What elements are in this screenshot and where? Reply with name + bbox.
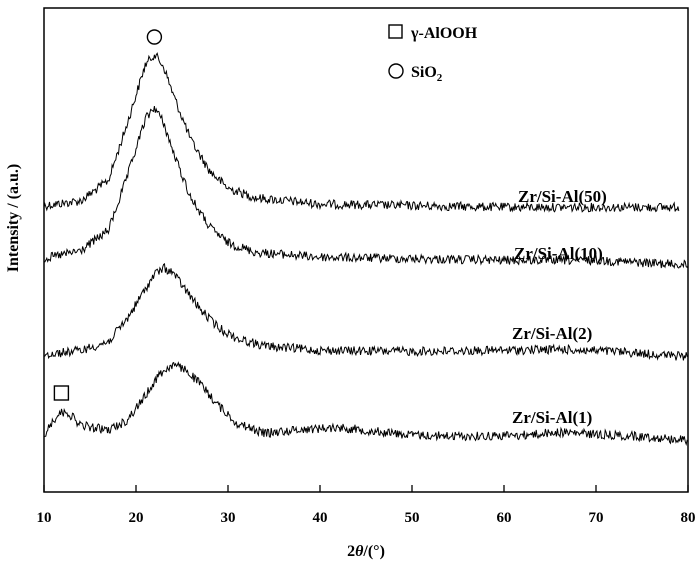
legend-square-icon [388, 24, 403, 39]
series-line-3 [43, 263, 689, 361]
peak-marker-layer [53, 29, 163, 401]
legend-label-sio2: SiO2 [411, 64, 443, 84]
x-tick-label: 10 [37, 510, 52, 526]
series-line-2 [43, 106, 689, 269]
series-label-1: Zr/Si-Al(1) [512, 408, 592, 427]
x-tick-label: 80 [681, 510, 696, 526]
plot-frame [43, 7, 689, 493]
x-axis-title: 2θ/(°) [347, 543, 385, 560]
peak-marker-square-icon [53, 385, 70, 401]
y-axis-title: Intensity / (a.u.) [5, 164, 22, 272]
legend-label-aloooh: γ-AlOOH [410, 25, 478, 42]
series-label-10: Zr/Si-Al(10) [514, 244, 603, 263]
x-tick-label: 40 [313, 510, 328, 526]
x-tick-label: 30 [221, 510, 236, 526]
legend-circle-icon [388, 63, 404, 79]
series-line-4 [43, 361, 689, 446]
x-tick-label: 70 [589, 510, 604, 526]
x-tick-layer: 10 20 30 40 50 60 70 80 [37, 485, 696, 526]
x-tick-label: 60 [497, 510, 512, 526]
series-line-1 [43, 52, 680, 213]
x-tick-label: 50 [405, 510, 420, 526]
series-label-50: Zr/Si-Al(50) [518, 187, 607, 206]
x-tick-label: 20 [129, 510, 144, 526]
peak-marker-circle-icon [146, 29, 163, 45]
legend: γ-AlOOH SiO2 [388, 24, 478, 84]
series-label-2: Zr/Si-Al(2) [512, 324, 592, 343]
series-layer [43, 52, 689, 446]
